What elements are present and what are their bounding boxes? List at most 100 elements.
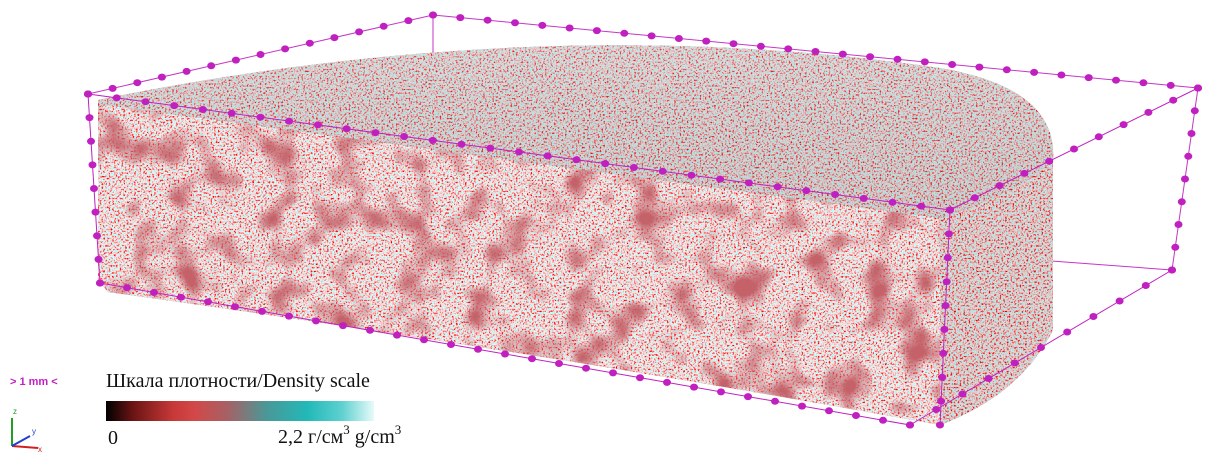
bounding-box-marker: [629, 164, 638, 171]
bounding-box-marker: [984, 375, 993, 382]
bounding-box-marker: [879, 416, 887, 424]
bounding-box-marker: [457, 140, 466, 148]
bounding-box-marker: [1139, 79, 1148, 87]
bounding-box-marker: [1020, 169, 1029, 177]
bounding-box-marker: [281, 45, 290, 53]
bounding-box-marker: [330, 34, 339, 42]
bounding-box-marker: [825, 407, 833, 415]
bounding-box-marker: [112, 94, 121, 102]
bounding-box-marker: [1070, 145, 1078, 153]
bounding-box-marker: [1119, 121, 1128, 129]
bounding-box-marker: [811, 48, 820, 55]
bounding-box-marker: [511, 19, 519, 27]
axis-y-label: y: [32, 427, 36, 436]
bounding-box-marker: [944, 230, 953, 238]
bounding-box-marker: [1030, 68, 1039, 76]
bounding-box-marker: [940, 325, 949, 333]
bounding-box-marker: [1190, 107, 1199, 115]
bounding-box-marker: [852, 412, 860, 419]
bounding-box-marker: [543, 152, 552, 160]
bounding-box-marker: [690, 383, 698, 391]
bounding-box-marker: [85, 114, 94, 122]
bounding-box-marker: [1115, 297, 1124, 305]
bounding-box-marker: [305, 39, 314, 47]
bounding-box-marker: [1037, 344, 1045, 351]
bounding-box-marker: [939, 349, 948, 357]
bounding-box-marker: [1177, 198, 1186, 206]
bounding-box-marker: [555, 360, 563, 367]
bounding-box-marker: [771, 397, 779, 405]
bounding-box-marker: [744, 179, 753, 187]
bounding-box-marker: [1045, 157, 1054, 165]
bounding-box-marker: [108, 84, 117, 92]
bounding-box-marker: [123, 284, 131, 292]
bounding-box-marker: [658, 167, 667, 175]
bounding-box-marker: [565, 24, 574, 32]
bounding-box-marker: [995, 182, 1004, 190]
bounding-box-marker: [528, 355, 536, 363]
bounding-box-marker: [946, 206, 954, 214]
bounding-box-marker: [366, 326, 374, 334]
bounding-box-marker: [938, 373, 947, 381]
specimen-volume: [98, 45, 1054, 425]
bounding-box-marker: [920, 58, 929, 66]
bounding-box-marker: [227, 109, 236, 117]
bounding-box-marker: [948, 61, 957, 68]
bounding-box-marker: [177, 293, 185, 301]
bounding-box-marker: [936, 421, 944, 429]
density-color-scale: [106, 401, 374, 421]
bounding-box-marker: [339, 322, 347, 330]
bounding-box-marker: [831, 191, 840, 198]
bounding-box-marker: [729, 40, 738, 48]
bounding-box-marker: [744, 393, 752, 401]
bounding-box-marker: [943, 254, 952, 262]
bounding-box-marker: [256, 51, 265, 58]
legend-unit-exponent-en: 3: [394, 422, 402, 437]
bounding-box-marker: [231, 303, 239, 311]
bounding-box-markers: [84, 11, 1202, 429]
bounding-box-marker: [90, 185, 98, 192]
bounding-box-marker: [1002, 66, 1011, 74]
bounding-box-marker: [88, 161, 97, 169]
bounding-box-marker: [1181, 175, 1189, 183]
axis-x-label: x: [38, 445, 42, 454]
bounding-box-marker: [182, 67, 191, 75]
bounding-box-marker: [371, 129, 380, 137]
bounding-box-marker: [93, 232, 101, 240]
bounding-box-marker: [1171, 243, 1180, 251]
bounding-box-marker: [1084, 74, 1093, 82]
bounding-box-marker: [447, 341, 455, 348]
bounding-box-marker: [784, 45, 793, 53]
bounding-box-marker: [636, 374, 644, 382]
bounding-box-marker: [756, 42, 765, 50]
legend-title: Шкала плотности/Density scale: [106, 370, 370, 392]
bounding-box-marker: [91, 208, 100, 216]
bounding-box-marker: [170, 102, 179, 110]
bounding-box-marker: [501, 350, 509, 358]
legend-unit-ru: г/см: [308, 426, 344, 448]
bounding-box-marker: [207, 62, 216, 70]
bounding-box-marker: [773, 183, 782, 191]
bounding-box-marker: [198, 106, 207, 113]
bounding-box-marker: [609, 369, 617, 377]
bounding-box-marker: [538, 21, 547, 29]
orientation-axes-icon: z y x: [11, 407, 42, 454]
bounding-box-marker: [486, 144, 495, 152]
legend-unit-exponent-ru: 3: [343, 422, 350, 437]
bounding-box-marker: [87, 137, 95, 145]
bounding-box-marker: [1194, 84, 1202, 92]
bounding-box-marker: [150, 289, 158, 296]
bounding-box-marker: [937, 397, 946, 405]
bounding-box-marker: [647, 32, 656, 40]
bounding-box-marker: [802, 187, 811, 195]
bounding-box-marker: [474, 345, 482, 353]
bounding-box-marker: [592, 27, 601, 35]
bounding-box-marker: [601, 160, 610, 168]
bounding-box-marker: [1168, 266, 1176, 274]
bounding-box-marker: [285, 117, 294, 125]
bounding-box-marker: [379, 22, 388, 30]
bounding-box-marker: [342, 125, 351, 133]
bounding-box-marker: [941, 302, 950, 310]
bounding-box-marker: [96, 279, 104, 287]
